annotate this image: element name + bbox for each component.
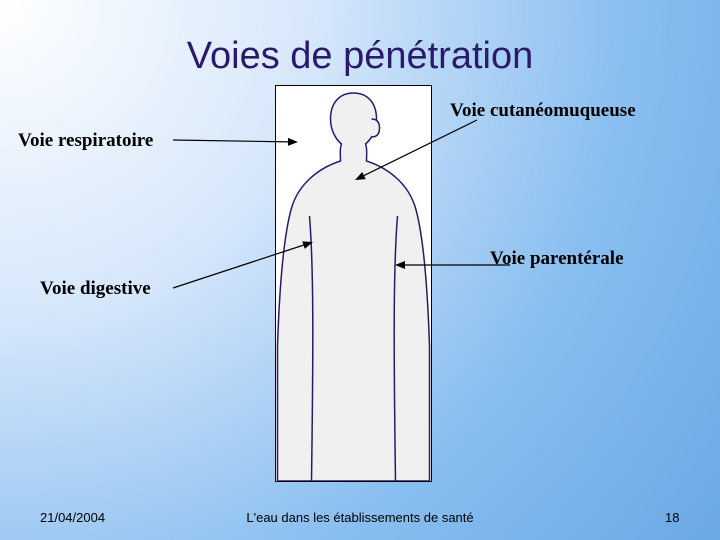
label-parenterale: Voie parentérale (490, 248, 624, 270)
label-respiratoire: Voie respiratoire (18, 130, 153, 152)
slide-title: Voies de pénétration (0, 35, 720, 78)
figure-box (275, 85, 432, 482)
label-digestive: Voie digestive (40, 278, 151, 300)
footer-center: L'eau dans les établissements de santé (0, 510, 720, 525)
label-cutaneomuqueuse: Voie cutanéomuqueuse (450, 100, 636, 122)
slide-root: Voies de pénétration Voie respiratoire V… (0, 0, 720, 540)
footer-page: 18 (665, 510, 679, 525)
body-figure (276, 86, 431, 481)
